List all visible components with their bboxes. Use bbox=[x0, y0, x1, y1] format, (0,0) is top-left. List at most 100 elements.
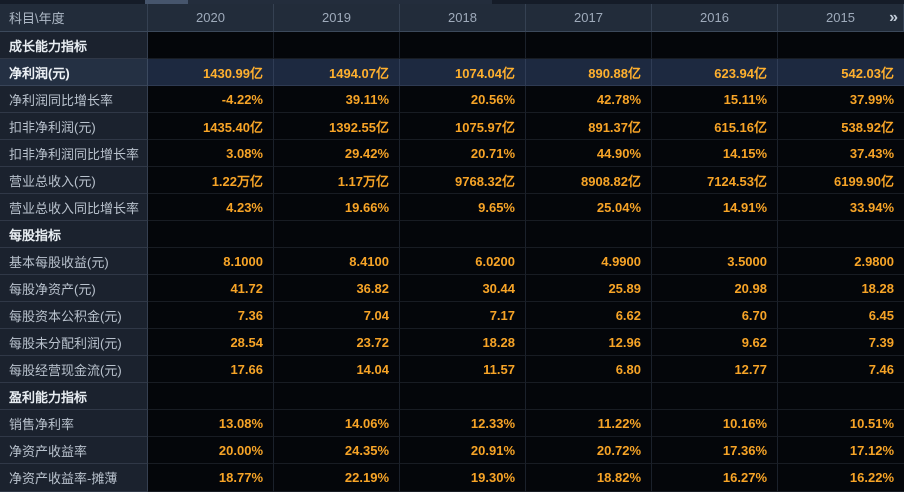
value-cell: 18.28 bbox=[400, 329, 526, 356]
value-cell bbox=[526, 32, 652, 59]
value-cell bbox=[148, 221, 274, 248]
value-cell: 4.9900 bbox=[526, 248, 652, 275]
value-cell: 12.33% bbox=[400, 410, 526, 437]
row-label: 销售净利率 bbox=[0, 410, 148, 437]
year-column-header-2018[interactable]: 2018 bbox=[400, 4, 526, 32]
row-label: 净资产收益率 bbox=[0, 437, 148, 464]
tab-edge bbox=[188, 0, 492, 4]
value-cell: 1430.99亿 bbox=[148, 59, 274, 86]
value-cell: 623.94亿 bbox=[652, 59, 778, 86]
row-roe-diluted[interactable]: 净资产收益率-摊薄 18.77% 22.19% 19.30% 18.82% 16… bbox=[0, 464, 904, 492]
section-label: 每股指标 bbox=[0, 221, 148, 248]
year-column-header-2015[interactable]: 2015 bbox=[778, 4, 904, 32]
row-non-gaap-net-profit-yoy-growth[interactable]: 扣非净利润同比增长率 3.08% 29.42% 20.71% 44.90% 14… bbox=[0, 140, 904, 167]
value-cell: 37.99% bbox=[778, 86, 904, 113]
value-cell bbox=[274, 32, 400, 59]
value-cell: 1075.97亿 bbox=[400, 113, 526, 140]
value-cell: 18.28 bbox=[778, 275, 904, 302]
value-cell: 9768.32亿 bbox=[400, 167, 526, 194]
year-column-header-2020[interactable]: 2020 bbox=[148, 4, 274, 32]
table-header-row: 科目\年度 2020 2019 2018 2017 2016 2015 » bbox=[0, 4, 904, 32]
row-net-assets-per-share[interactable]: 每股净资产(元) 41.72 36.82 30.44 25.89 20.98 1… bbox=[0, 275, 904, 302]
value-cell: 7.39 bbox=[778, 329, 904, 356]
value-cell: 615.16亿 bbox=[652, 113, 778, 140]
row-total-revenue-yoy-growth[interactable]: 营业总收入同比增长率 4.23% 19.66% 9.65% 25.04% 14.… bbox=[0, 194, 904, 221]
row-label: 每股资本公积金(元) bbox=[0, 302, 148, 329]
row-basic-eps[interactable]: 基本每股收益(元) 8.1000 8.4100 6.0200 4.9900 3.… bbox=[0, 248, 904, 275]
value-cell: 10.16% bbox=[652, 410, 778, 437]
value-cell: 25.89 bbox=[526, 275, 652, 302]
value-cell: 20.72% bbox=[526, 437, 652, 464]
value-cell bbox=[148, 32, 274, 59]
value-cell: 41.72 bbox=[148, 275, 274, 302]
row-capital-reserve-per-share[interactable]: 每股资本公积金(元) 7.36 7.04 7.17 6.62 6.70 6.45 bbox=[0, 302, 904, 329]
value-cell bbox=[778, 32, 904, 59]
value-cell: 30.44 bbox=[400, 275, 526, 302]
value-cell: 10.51% bbox=[778, 410, 904, 437]
row-total-revenue[interactable]: 营业总收入(元) 1.22万亿 1.17万亿 9768.32亿 8908.82亿… bbox=[0, 167, 904, 194]
value-cell bbox=[778, 221, 904, 248]
value-cell: 33.94% bbox=[778, 194, 904, 221]
year-column-header-2019[interactable]: 2019 bbox=[274, 4, 400, 32]
value-cell: 29.42% bbox=[274, 140, 400, 167]
value-cell: 36.82 bbox=[274, 275, 400, 302]
value-cell: 1.17万亿 bbox=[274, 167, 400, 194]
value-cell: 16.22% bbox=[778, 464, 904, 492]
cropped-tab-strip bbox=[0, 0, 904, 4]
value-cell: 12.96 bbox=[526, 329, 652, 356]
value-cell: 890.88亿 bbox=[526, 59, 652, 86]
row-net-profit-yoy-growth[interactable]: 净利润同比增长率 -4.22% 39.11% 20.56% 42.78% 15.… bbox=[0, 86, 904, 113]
value-cell: 7124.53亿 bbox=[652, 167, 778, 194]
row-roe[interactable]: 净资产收益率 20.00% 24.35% 20.91% 20.72% 17.36… bbox=[0, 437, 904, 464]
value-cell: 7.17 bbox=[400, 302, 526, 329]
value-cell: 7.36 bbox=[148, 302, 274, 329]
section-growth-indicators: 成长能力指标 bbox=[0, 32, 904, 59]
value-cell: 9.65% bbox=[400, 194, 526, 221]
row-undistributed-profit-per-share[interactable]: 每股未分配利润(元) 28.54 23.72 18.28 12.96 9.62 … bbox=[0, 329, 904, 356]
value-cell: 6.62 bbox=[526, 302, 652, 329]
value-cell: 6.70 bbox=[652, 302, 778, 329]
value-cell: 9.62 bbox=[652, 329, 778, 356]
value-cell: 1435.40亿 bbox=[148, 113, 274, 140]
more-years-icon[interactable]: » bbox=[889, 9, 898, 26]
value-cell: -4.22% bbox=[148, 86, 274, 113]
value-cell: 20.71% bbox=[400, 140, 526, 167]
value-cell bbox=[652, 221, 778, 248]
row-net-profit[interactable]: 净利润(元) 1430.99亿 1494.07亿 1074.04亿 890.88… bbox=[0, 59, 904, 86]
value-cell: 16.27% bbox=[652, 464, 778, 492]
value-cell: 20.00% bbox=[148, 437, 274, 464]
value-cell: 20.56% bbox=[400, 86, 526, 113]
section-profitability-indicators: 盈利能力指标 bbox=[0, 383, 904, 410]
row-operating-cash-flow-per-share[interactable]: 每股经营现金流(元) 17.66 14.04 11.57 6.80 12.77 … bbox=[0, 356, 904, 383]
value-cell: 12.77 bbox=[652, 356, 778, 383]
value-cell bbox=[400, 383, 526, 410]
value-cell: 18.77% bbox=[148, 464, 274, 492]
value-cell: 6.0200 bbox=[400, 248, 526, 275]
year-column-header-2017[interactable]: 2017 bbox=[526, 4, 652, 32]
row-label: 每股净资产(元) bbox=[0, 275, 148, 302]
row-non-gaap-net-profit[interactable]: 扣非净利润(元) 1435.40亿 1392.55亿 1075.97亿 891.… bbox=[0, 113, 904, 140]
value-cell: 42.78% bbox=[526, 86, 652, 113]
year-column-header-2016[interactable]: 2016 bbox=[652, 4, 778, 32]
value-cell: 17.36% bbox=[652, 437, 778, 464]
value-cell: 23.72 bbox=[274, 329, 400, 356]
value-cell: 542.03亿 bbox=[778, 59, 904, 86]
value-cell: 4.23% bbox=[148, 194, 274, 221]
row-label: 基本每股收益(元) bbox=[0, 248, 148, 275]
row-label: 净利润同比增长率 bbox=[0, 86, 148, 113]
value-cell: 8.1000 bbox=[148, 248, 274, 275]
value-cell: 20.91% bbox=[400, 437, 526, 464]
value-cell: 22.19% bbox=[274, 464, 400, 492]
value-cell: 14.04 bbox=[274, 356, 400, 383]
value-cell: 13.08% bbox=[148, 410, 274, 437]
value-cell: 18.82% bbox=[526, 464, 652, 492]
value-cell bbox=[400, 221, 526, 248]
value-cell: 14.15% bbox=[652, 140, 778, 167]
row-label: 净资产收益率-摊薄 bbox=[0, 464, 148, 492]
row-label: 营业总收入同比增长率 bbox=[0, 194, 148, 221]
value-cell: 3.08% bbox=[148, 140, 274, 167]
row-net-profit-margin[interactable]: 销售净利率 13.08% 14.06% 12.33% 11.22% 10.16%… bbox=[0, 410, 904, 437]
section-label: 盈利能力指标 bbox=[0, 383, 148, 410]
value-cell bbox=[652, 383, 778, 410]
